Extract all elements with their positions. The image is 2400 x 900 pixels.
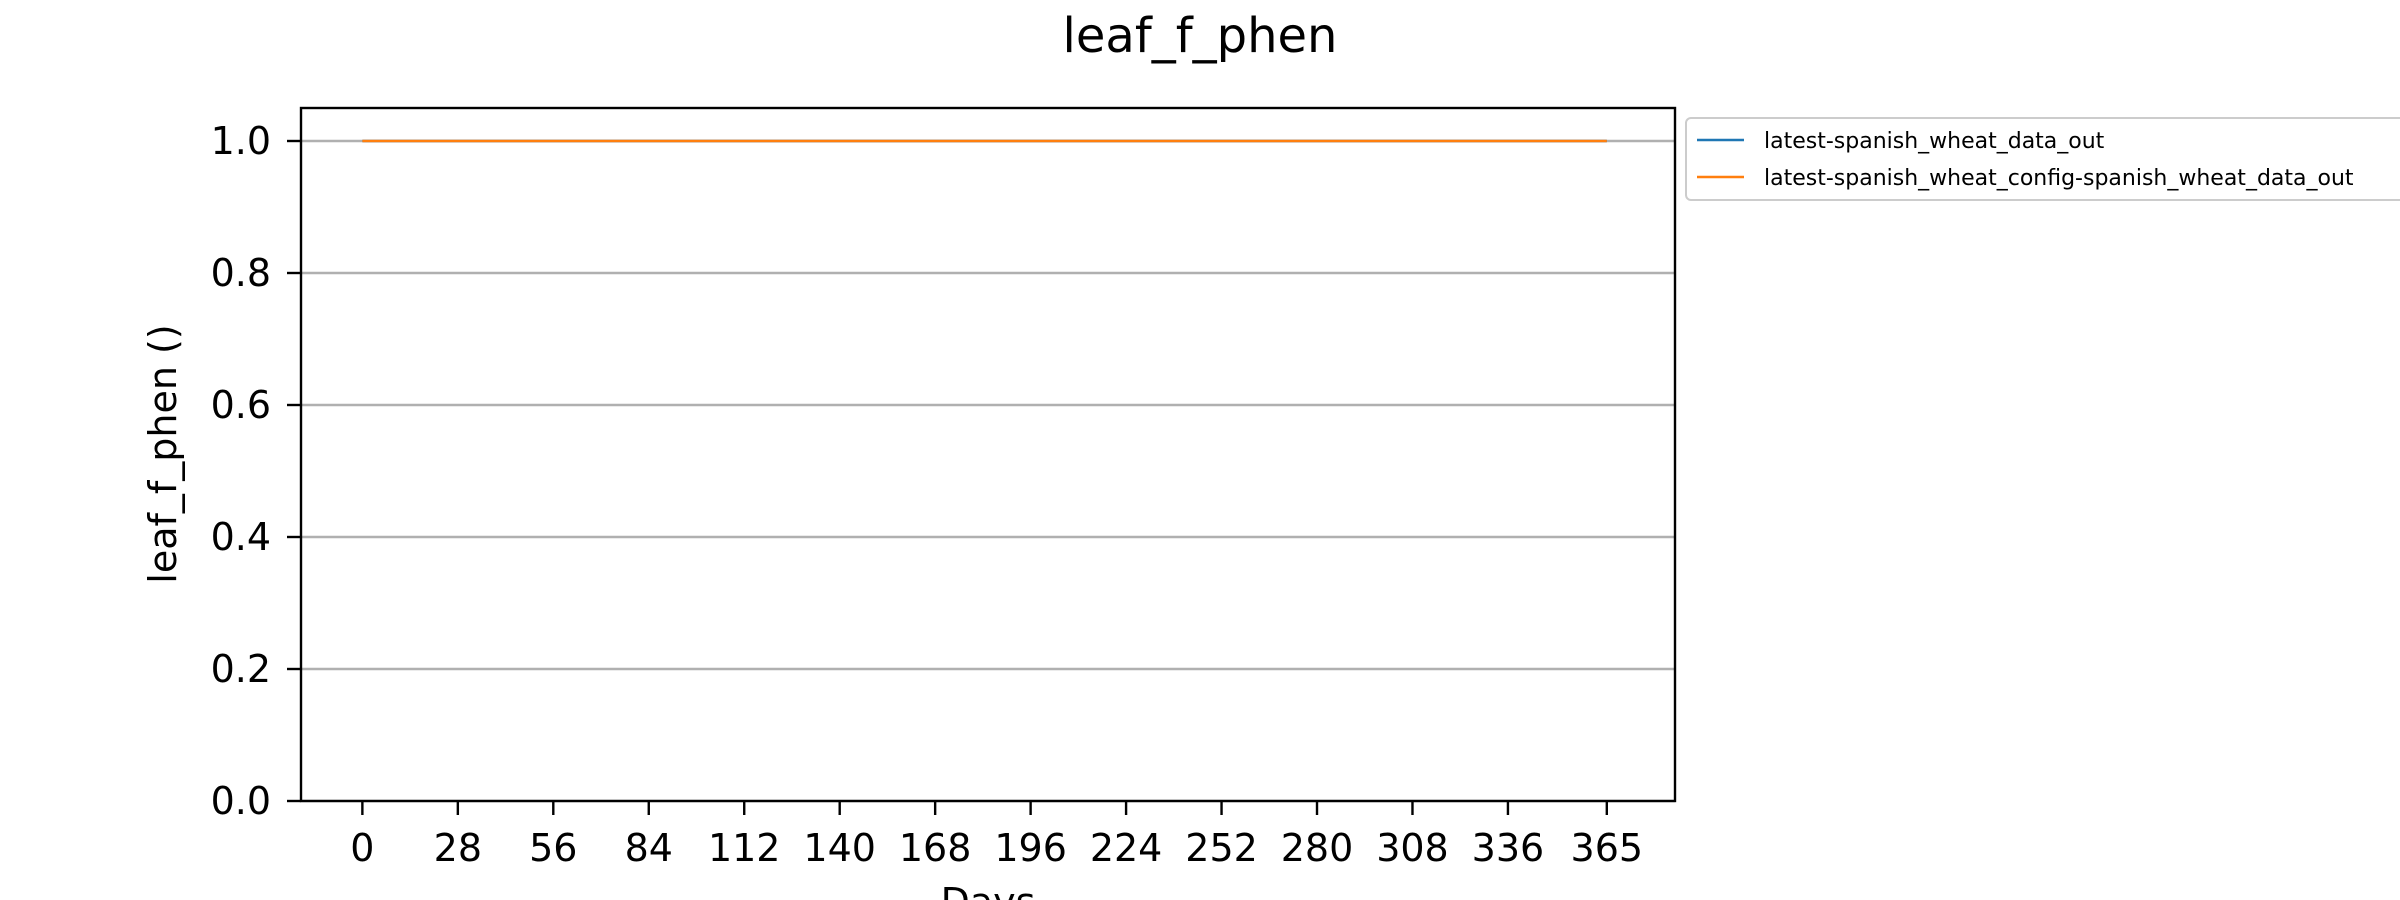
x-tick-label: 308: [1376, 826, 1449, 870]
legend-label-series-2: latest-spanish_wheat_config-spanish_whea…: [1764, 166, 2354, 191]
legend-frame: [1685, 117, 2400, 201]
x-axis-ticks: 0 28 56 84 112 140 168 196 224 252 280 308 336 365: [350, 801, 1643, 870]
x-tick-label: 140: [803, 826, 876, 870]
plot-frame: [299, 106, 1677, 803]
x-axis-label: Days: [941, 880, 1036, 900]
legend-label-series-1: latest-spanish_wheat_data_out: [1764, 129, 2105, 154]
y-tick-label: 1.0: [211, 119, 271, 163]
x-tick-label: 0: [350, 826, 374, 870]
y-axis-ticks: 0.0 0.2 0.4 0.6 0.8 1.0: [211, 119, 301, 823]
x-tick-label: 112: [708, 826, 781, 870]
y-tick-label: 0.8: [211, 251, 271, 295]
x-tick-label: 196: [994, 826, 1067, 870]
x-tick-label: 84: [625, 826, 673, 870]
x-tick-label: 168: [899, 826, 972, 870]
x-tick-label: 336: [1472, 826, 1545, 870]
y-tick-label: 0.2: [211, 647, 271, 691]
grid-lines: [301, 139, 1675, 803]
y-tick-label: 0.4: [211, 515, 271, 559]
legend: latest-spanish_wheat_data_out latest-spa…: [1685, 117, 2400, 201]
chart-title: leaf_f_phen: [1063, 8, 1338, 64]
x-tick-label: 365: [1571, 826, 1644, 870]
y-tick-label: 0.0: [211, 779, 271, 823]
x-tick-label: 224: [1090, 826, 1163, 870]
x-tick-label: 28: [434, 826, 482, 870]
x-tick-label: 280: [1281, 826, 1354, 870]
x-tick-label: 56: [529, 826, 577, 870]
y-axis-label: leaf_f_phen (): [141, 324, 185, 583]
y-tick-label: 0.6: [211, 383, 271, 427]
x-tick-label: 252: [1185, 826, 1258, 870]
